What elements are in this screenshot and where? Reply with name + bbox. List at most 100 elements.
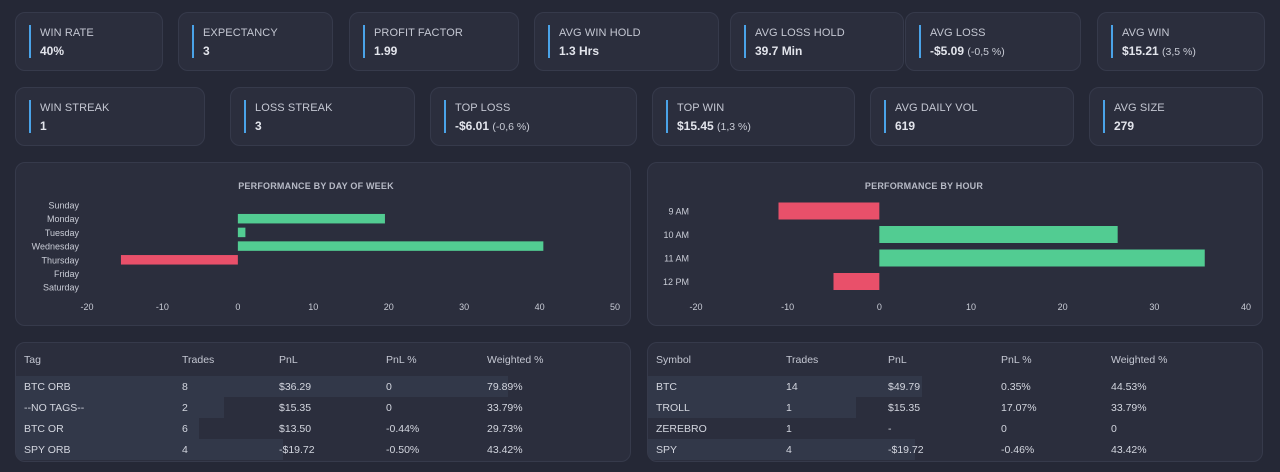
table-cell-pnl: $49.79 xyxy=(888,380,921,393)
chart-title: PERFORMANCE BY HOUR xyxy=(864,181,984,191)
table-cell-trades: 4 xyxy=(786,443,792,456)
category-label: Monday xyxy=(47,214,80,224)
x-tick-label: 40 xyxy=(535,302,545,312)
bar xyxy=(833,273,880,290)
table-cell-trades: 2 xyxy=(182,401,188,414)
table-row[interactable]: ZEREBRO 1 - 0 0 xyxy=(648,418,1262,439)
x-tick-label: 50 xyxy=(610,302,620,312)
column-header-weighted[interactable]: Weighted % xyxy=(487,353,544,366)
table-cell-trades: 14 xyxy=(786,380,798,393)
stat-label: AVG LOSS xyxy=(930,27,986,39)
table-cell-weighted: 43.42% xyxy=(487,443,523,456)
stat-value: 3 xyxy=(255,119,333,133)
x-tick-label: 30 xyxy=(459,302,469,312)
stat-label: AVG LOSS HOLD xyxy=(755,27,845,39)
table-cell-symbol: ZEREBRO xyxy=(656,422,707,435)
stat-card-avg-win-hold: AVG WIN HOLD 1.3 Hrs xyxy=(534,12,719,71)
stat-value-percent: (1,3 %) xyxy=(717,121,751,133)
stat-label: WIN STREAK xyxy=(40,102,110,114)
column-header-trades[interactable]: Trades xyxy=(786,353,819,366)
stat-content: AVG WIN HOLD 1.3 Hrs xyxy=(548,25,641,58)
category-label: 9 AM xyxy=(668,207,689,217)
table-row[interactable]: BTC ORB 8 $36.29 0 79.89% xyxy=(16,376,630,397)
column-header-symbol[interactable]: Symbol xyxy=(656,353,692,366)
table-cell-pnl: $15.35 xyxy=(888,401,921,414)
table-cell-pnl: -0.44% xyxy=(386,422,420,435)
x-tick-label: -10 xyxy=(156,302,169,312)
stat-value: 619 xyxy=(895,119,978,133)
table-row[interactable]: TROLL 1 $15.35 17.07% 33.79% xyxy=(648,397,1262,418)
stat-value: 1.3 Hrs xyxy=(559,44,641,58)
table-cell-pnl: 17.07% xyxy=(1001,401,1037,414)
table-cell-pnl: -$19.72 xyxy=(888,443,924,456)
tag-table-card: Tag Trades PnL PnL % Weighted % BTC ORB 8 $36.… xyxy=(15,342,631,462)
table-cell-pnl: $15.35 xyxy=(279,401,312,414)
stat-card-avg-loss: AVG LOSS -$5.09 (-0,5 %) xyxy=(905,12,1081,71)
stat-content: AVG DAILY VOL 619 xyxy=(884,100,978,133)
stat-value-main: $15.45 xyxy=(677,119,714,133)
stat-card-top-win: TOP WIN $15.45 (1,3 %) xyxy=(652,87,855,146)
stat-value: 39.7 Min xyxy=(755,44,845,58)
table-cell-weighted: 79.89% xyxy=(487,380,523,393)
tag-table: Tag Trades PnL PnL % Weighted % BTC ORB 8 $36.… xyxy=(16,343,630,460)
stat-label: PROFIT FACTOR xyxy=(374,27,463,39)
stat-value-main: $15.21 xyxy=(1122,44,1159,58)
stat-card-avg-win: AVG WIN $15.21 (3,5 %) xyxy=(1097,12,1265,71)
stat-content: EXPECTANCY 3 xyxy=(192,25,278,58)
table-row[interactable]: SPY 4 -$19.72 -0.46% 43.42% xyxy=(648,439,1262,460)
symbol-table-card: Symbol Trades PnL PnL % Weighted % BTC 14 $49.… xyxy=(647,342,1263,462)
table-row[interactable]: SPY ORB 4 -$19.72 -0.50% 43.42% xyxy=(16,439,630,460)
stat-card-loss-streak: LOSS STREAK 3 xyxy=(230,87,415,146)
stat-value-main: -$5.09 xyxy=(930,44,965,58)
x-tick-label: 0 xyxy=(877,302,882,312)
bar xyxy=(237,227,246,238)
stat-value: $15.21 (3,5 %) xyxy=(1122,44,1196,58)
stat-value: 279 xyxy=(1114,119,1165,133)
column-header-tag[interactable]: Tag xyxy=(24,353,41,366)
column-header-trades[interactable]: Trades xyxy=(182,353,215,366)
category-label: Wednesday xyxy=(32,242,80,252)
category-label: 11 AM xyxy=(664,254,689,264)
table-cell-pnl: 0 xyxy=(1001,422,1007,435)
table-cell-weighted: 29.73% xyxy=(487,422,523,435)
stat-label: EXPECTANCY xyxy=(203,27,278,39)
stat-label: WIN RATE xyxy=(40,27,94,39)
stat-label: TOP LOSS xyxy=(455,102,511,114)
stat-content: WIN STREAK 1 xyxy=(29,100,109,133)
category-label: 10 AM xyxy=(663,230,689,240)
x-tick-label: -20 xyxy=(689,302,702,312)
bar xyxy=(879,226,1118,243)
column-header-pnl[interactable]: PnL xyxy=(279,353,298,366)
table-row[interactable]: --NO TAGS-- 2 $15.35 0 33.79% xyxy=(16,397,630,418)
stat-card-top-loss: TOP LOSS -$6.01 (-0,6 %) xyxy=(430,87,637,146)
stat-content: LOSS STREAK 3 xyxy=(244,100,333,133)
stat-label: TOP WIN xyxy=(677,102,725,114)
table-row[interactable]: BTC 14 $49.79 0.35% 44.53% xyxy=(648,376,1262,397)
stat-value-percent: (-0,5 %) xyxy=(967,46,1005,58)
stat-value-main: -$6.01 xyxy=(455,119,490,133)
stat-value: -$5.09 (-0,5 %) xyxy=(930,44,1005,58)
stat-content: WIN RATE 40% xyxy=(29,25,94,58)
day-of-week-chart-card: PERFORMANCE BY DAY OF WEEK Sunday Monday T… xyxy=(15,162,631,326)
column-header-weighted[interactable]: Weighted % xyxy=(1111,353,1168,366)
x-tick-label: 20 xyxy=(384,302,394,312)
x-tick-label: 10 xyxy=(308,302,318,312)
bar xyxy=(778,202,880,220)
stat-value-main: 40% xyxy=(40,44,65,58)
stat-value: 3 xyxy=(203,44,278,58)
stat-card-win-rate: WIN RATE 40% xyxy=(15,12,163,71)
stat-value-percent: (-0,6 %) xyxy=(492,121,530,133)
chart-title: PERFORMANCE BY DAY OF WEEK xyxy=(238,181,394,191)
stat-card-avg-loss-hold: AVG LOSS HOLD 39.7 Min xyxy=(730,12,904,71)
category-label: Saturday xyxy=(43,283,80,293)
column-header-pnl[interactable]: PnL xyxy=(888,353,907,366)
stat-card-avg-daily-vol: AVG DAILY VOL 619 xyxy=(870,87,1074,146)
table-cell-pnl: 0 xyxy=(386,380,392,393)
stat-value: 1 xyxy=(40,119,109,133)
table-row[interactable]: BTC OR 6 $13.50 -0.44% 29.73% xyxy=(16,418,630,439)
table-cell-pnl: -0.50% xyxy=(386,443,420,456)
column-header-pnl[interactable]: PnL % xyxy=(1001,353,1032,366)
column-header-pnl[interactable]: PnL % xyxy=(386,353,417,366)
stat-value-main: 3 xyxy=(255,119,262,133)
stat-label: LOSS STREAK xyxy=(255,102,333,114)
